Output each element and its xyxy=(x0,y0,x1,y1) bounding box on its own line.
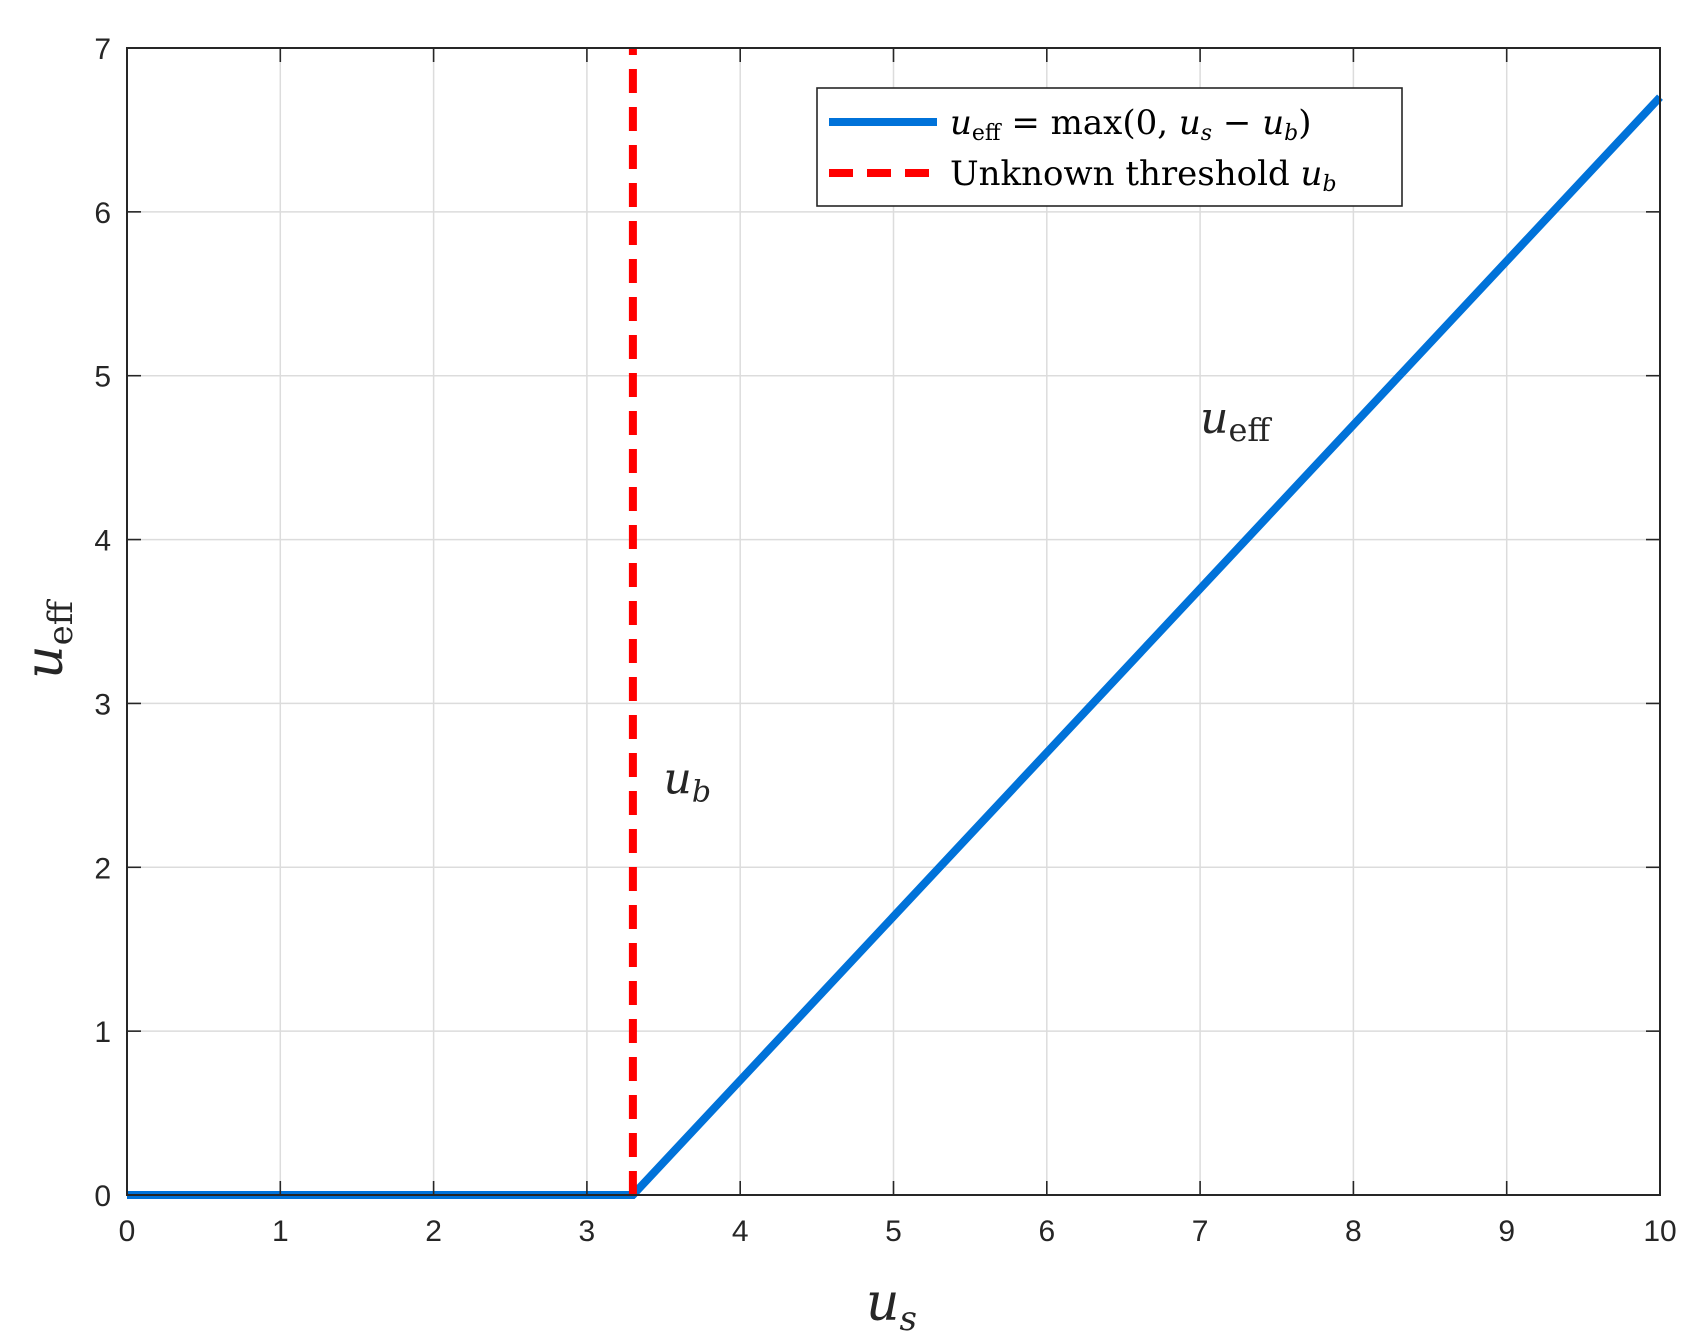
grid xyxy=(127,48,1660,1195)
legend-ueff-us-sub: s xyxy=(1201,121,1212,146)
legend-box xyxy=(816,87,1403,207)
legend-ueff-u: u xyxy=(950,103,972,143)
x-tick-label: 2 xyxy=(425,1215,442,1248)
y-tick-label: 5 xyxy=(94,361,111,394)
legend-ueff-ub: u xyxy=(1262,103,1284,143)
legend-threshold-sub: b xyxy=(1322,172,1336,197)
legend-label-ueff: ueff = max(0, us − ub) xyxy=(950,103,1311,146)
x-tick-label: 6 xyxy=(1038,1215,1055,1248)
x-tick-label: 10 xyxy=(1643,1215,1676,1248)
y-tick-label: 2 xyxy=(94,852,111,885)
legend-ueff-post: ) xyxy=(1298,103,1311,143)
y-tick-label: 4 xyxy=(94,525,111,558)
y-axis-label-sub: eff xyxy=(41,598,81,645)
legend-ueff-mid: = max(0, xyxy=(1001,103,1179,143)
x-tick-label: 0 xyxy=(119,1215,136,1248)
y-tick-label: 1 xyxy=(94,1016,111,1049)
x-axis-label: us xyxy=(866,1273,917,1339)
annotation-ub-sub: b xyxy=(692,775,711,810)
legend-threshold-u: u xyxy=(1301,154,1323,194)
y-axis-label: ueff xyxy=(15,598,81,679)
annotations: ueff ub xyxy=(664,393,1273,809)
x-tick-label: 4 xyxy=(732,1215,749,1248)
x-tick-label: 5 xyxy=(885,1215,902,1248)
ticks xyxy=(126,47,1661,1196)
x-axis-label-sub: s xyxy=(900,1299,917,1339)
y-axis-label-main: u xyxy=(15,645,75,679)
legend-ueff-sub: eff xyxy=(972,121,1002,146)
y-tick-label: 0 xyxy=(94,1180,111,1213)
x-tick-label: 8 xyxy=(1345,1215,1362,1248)
legend-ueff-minus: − xyxy=(1212,103,1262,143)
legend-ueff-us: u xyxy=(1179,103,1201,143)
x-tick-label: 3 xyxy=(579,1215,596,1248)
legend-label-threshold: Unknown threshold ub xyxy=(950,154,1337,197)
annotation-ub-main: u xyxy=(664,754,692,805)
legend-ueff-ub-sub: b xyxy=(1284,121,1298,146)
y-tick-label: 6 xyxy=(94,197,111,230)
tick-labels: 0 1 2 3 4 5 6 7 8 9 10 0 1 2 3 4 5 6 7 xyxy=(94,33,1676,1248)
legend-threshold-text: Unknown threshold xyxy=(950,154,1301,194)
x-axis-label-main: u xyxy=(866,1273,900,1333)
x-tick-label: 1 xyxy=(272,1215,289,1248)
legend: ueff = max(0, us − ub) Unknown threshold… xyxy=(816,87,1403,207)
y-tick-label: 7 xyxy=(94,33,111,66)
x-tick-label: 7 xyxy=(1192,1215,1209,1248)
annotation-ueff-main: u xyxy=(1200,393,1228,444)
x-tick-label: 9 xyxy=(1498,1215,1515,1248)
annotation-ub: ub xyxy=(664,754,712,810)
y-tick-label: 3 xyxy=(94,688,111,721)
annotation-ueff-sub: eff xyxy=(1228,411,1272,449)
annotation-ueff: ueff xyxy=(1200,393,1272,449)
